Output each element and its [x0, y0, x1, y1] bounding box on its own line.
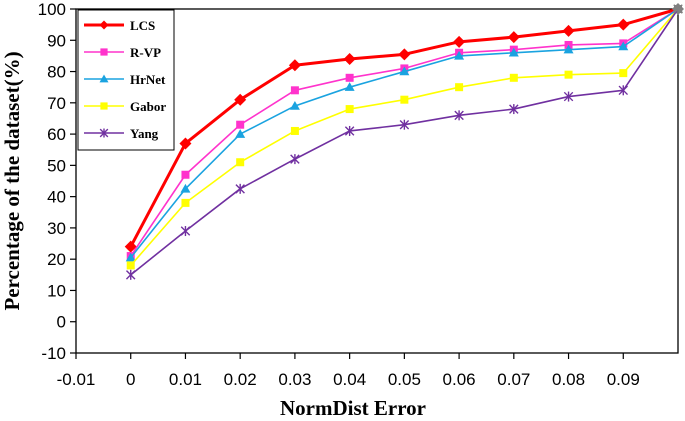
data-point — [618, 85, 629, 96]
legend-label: Gabor — [130, 99, 166, 114]
y-tick-label: 100 — [38, 0, 66, 19]
legend-label: HrNet — [130, 72, 166, 87]
y-tick-label: 40 — [47, 188, 66, 207]
y-tick-label: -10 — [41, 344, 66, 363]
data-point — [562, 24, 575, 37]
x-tick-label: 0.08 — [552, 370, 585, 389]
x-tick-label: 0.04 — [333, 370, 366, 389]
data-point — [454, 50, 465, 60]
data-point — [125, 252, 136, 262]
x-tick-label: 0.02 — [224, 370, 257, 389]
plot-frame — [75, 8, 679, 354]
data-point — [179, 137, 192, 150]
y-tick-label: 50 — [47, 156, 66, 175]
y-tick-label: 70 — [47, 94, 66, 113]
series-layer — [124, 3, 684, 280]
y-tick-label: 80 — [47, 63, 66, 82]
data-point — [453, 35, 466, 48]
data-point — [99, 20, 109, 30]
data-point — [100, 102, 108, 110]
data-point — [290, 154, 300, 165]
data-point — [399, 66, 410, 76]
x-tick-label: 0.07 — [497, 370, 530, 389]
data-point — [290, 126, 299, 135]
y-tick-label: 90 — [47, 31, 66, 50]
axes: -10 0 10 20 30 40 50 60 70 80 90 100 -0.01 0 0.01 0.02 0… — [38, 0, 679, 389]
data-point — [508, 47, 519, 57]
series-lcs — [124, 3, 684, 253]
data-point — [673, 4, 683, 14]
data-point — [235, 183, 245, 194]
series-hrnet — [125, 4, 683, 262]
data-point — [181, 170, 190, 179]
legend-label: Yang — [130, 126, 159, 141]
data-point — [400, 95, 409, 104]
data-point — [100, 48, 108, 56]
legend-item: Gabor — [84, 99, 166, 114]
data-point — [181, 198, 190, 207]
data-point — [507, 31, 520, 44]
data-point — [345, 105, 354, 114]
legend-label: R-VP — [130, 45, 161, 60]
data-point — [235, 129, 246, 138]
data-point — [399, 119, 410, 130]
data-point — [288, 59, 301, 72]
legend-item: HrNet — [84, 72, 166, 87]
series-line — [130, 8, 679, 259]
data-point — [344, 82, 355, 91]
x-tick-label: 0.01 — [169, 370, 202, 389]
series-yang — [125, 4, 683, 280]
x-axis-title: NormDist Error — [280, 396, 426, 420]
series-line — [130, 8, 679, 257]
legend-box — [77, 9, 175, 151]
data-point — [509, 73, 518, 82]
data-point — [236, 120, 245, 129]
x-tick-label: 0.05 — [388, 370, 421, 389]
legend-item: LCS — [84, 18, 155, 33]
data-point — [618, 41, 629, 51]
data-point — [289, 100, 300, 110]
data-point — [180, 226, 191, 237]
legend-item: Yang — [84, 126, 159, 141]
data-point — [455, 83, 464, 92]
data-point — [398, 48, 411, 61]
data-point — [99, 128, 109, 138]
series-r-vp — [126, 5, 682, 261]
data-point — [234, 93, 247, 106]
x-tick-label: -0.01 — [57, 370, 96, 389]
data-point — [290, 86, 299, 95]
x-tick-label: 0.06 — [443, 370, 476, 389]
data-point — [563, 44, 574, 54]
data-point — [236, 158, 245, 167]
data-point — [124, 240, 137, 253]
data-point — [345, 73, 354, 82]
y-tick-label: 10 — [47, 281, 66, 300]
data-point — [564, 70, 573, 79]
y-tick-label: 30 — [47, 219, 66, 238]
y-axis-title: Percentage of the dataset(%) — [0, 51, 24, 310]
y-tick-label: 0 — [57, 313, 66, 332]
data-point — [344, 125, 355, 136]
legend-label: LCS — [130, 18, 155, 33]
data-point — [343, 53, 356, 66]
data-point — [619, 69, 628, 78]
data-point — [125, 269, 136, 280]
data-point — [617, 18, 630, 31]
x-tick-label: 0 — [126, 370, 135, 389]
data-point — [509, 104, 519, 115]
y-tick-label: 20 — [47, 250, 66, 269]
legend: LCS R-VP HrNet Gabor Yang — [77, 9, 175, 151]
data-point — [454, 110, 464, 121]
data-point — [126, 261, 135, 270]
x-tick-label: 0.09 — [607, 370, 640, 389]
data-point — [99, 74, 109, 83]
data-point — [563, 91, 574, 102]
y-tick-label: 60 — [47, 125, 66, 144]
legend-item: R-VP — [84, 45, 161, 60]
x-tick-label: 0.03 — [278, 370, 311, 389]
data-point — [180, 183, 191, 193]
